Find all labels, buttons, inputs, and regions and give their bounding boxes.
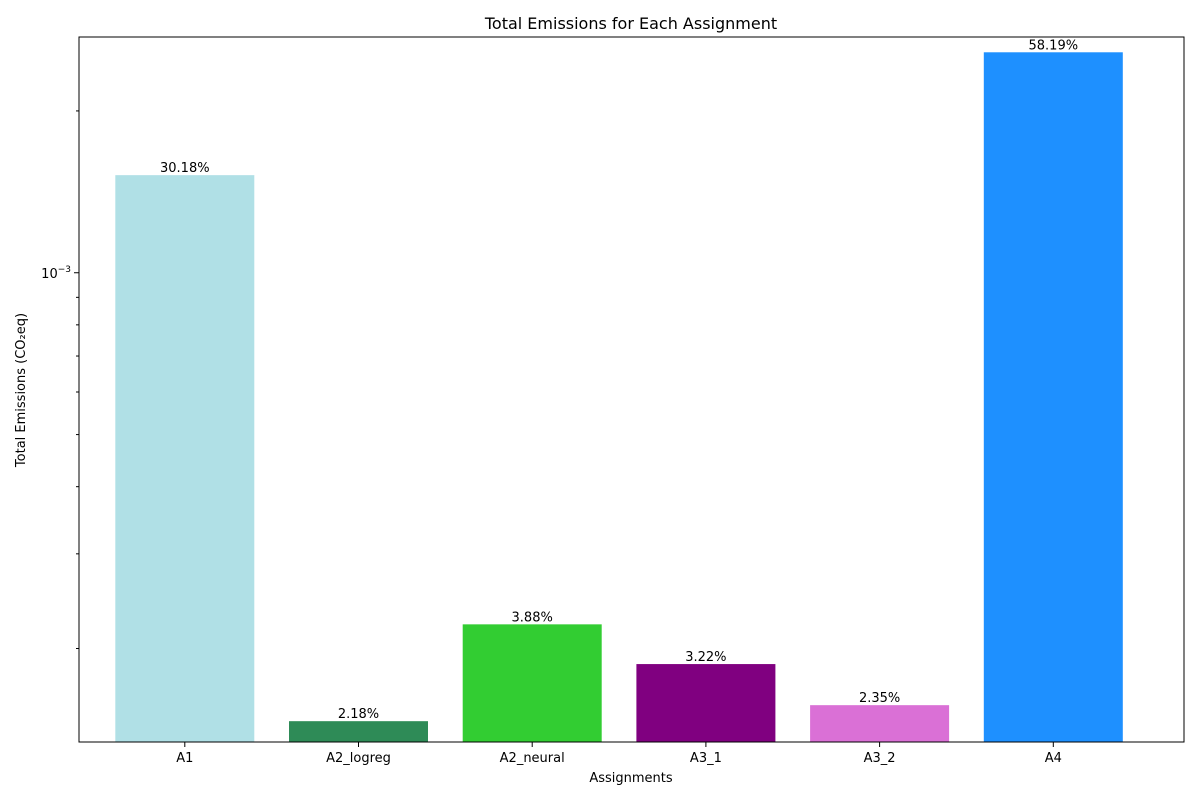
data-label-A1: 30.18% xyxy=(160,161,210,176)
bar-A1 xyxy=(115,175,255,742)
x-tick-label-A2_logreg: A2_logreg xyxy=(326,751,391,766)
data-label-A4: 58.19% xyxy=(1029,38,1079,53)
data-label-A2_logreg: 2.18% xyxy=(338,707,379,722)
x-tick-label-A4: A4 xyxy=(1045,751,1062,766)
bar-A2_neural xyxy=(462,624,602,742)
data-label-A2_neural: 3.88% xyxy=(512,610,553,625)
bar-A2_logreg xyxy=(289,721,428,742)
x-tick-label-A2_neural: A2_neural xyxy=(500,751,565,766)
x-axis-label: Assignments xyxy=(589,771,673,786)
bar-A4 xyxy=(983,52,1123,742)
y-tick-label-1: 10−3 xyxy=(41,265,71,282)
data-label-A3_1: 3.22% xyxy=(685,650,726,665)
chart-title: Total Emissions for Each Assignment xyxy=(484,14,777,33)
x-tick-label-A3_1: A3_1 xyxy=(690,751,722,766)
x-tick-label-A1: A1 xyxy=(176,751,193,766)
plot-frame xyxy=(78,36,1185,743)
y-axis-label: Total Emissions (CO₂eq) xyxy=(14,313,29,468)
plot-area: 30.18% A1 2.18% A2_logreg 3.88% A2_neural 3.22… xyxy=(41,38,1123,766)
data-label-A3_2: 2.35% xyxy=(859,691,900,706)
x-tick-label-A3_2: A3_2 xyxy=(864,751,896,766)
bar-A3_1 xyxy=(636,664,776,742)
bar-A3_2 xyxy=(810,705,950,742)
